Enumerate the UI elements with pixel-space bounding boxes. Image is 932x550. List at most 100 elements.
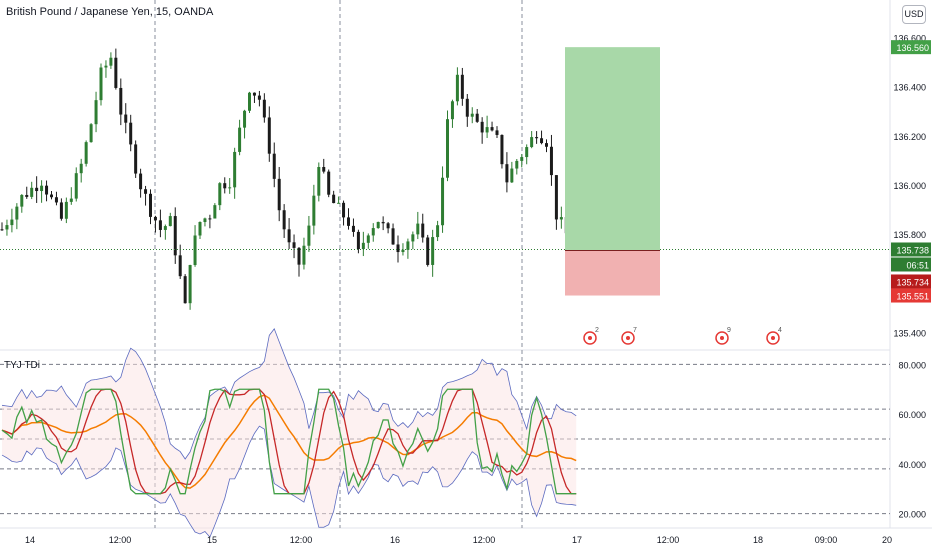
event-count: 7 [633,327,637,334]
day-separators [154,0,523,528]
countdown-label: 06:51 [906,260,929,270]
candle-body [317,167,321,196]
candle-body [559,217,563,220]
event-marker[interactable]: 9 [715,327,731,345]
candle-body [535,137,539,139]
candle-body [79,163,83,174]
candle-body [297,247,301,265]
candle-body [554,175,558,220]
candle-body [119,87,123,115]
profit-zone [565,47,660,251]
event-flag-dot [720,336,724,340]
candle-body [485,127,489,133]
price-tick-label: 136.200 [893,132,926,142]
candle-body [530,137,534,148]
candle-body [272,153,276,179]
candle-body [84,142,88,164]
candle-body [0,229,4,231]
candle-body [342,202,346,218]
time-tick-label: 12:00 [290,535,313,545]
candle-body [134,144,138,174]
candle-body [30,187,34,197]
candle-body [40,185,44,192]
candle-body [356,231,360,250]
band-fill [2,328,577,538]
candle-body [45,185,49,195]
candle-body [549,146,553,176]
candle-body [64,201,68,219]
candle-body [381,221,385,224]
candle-body [124,114,128,123]
indicator-bands [1,328,577,538]
candle-body [292,242,296,248]
candle-body [540,138,544,144]
countdown-bg [891,257,931,272]
candle-body [223,183,227,189]
candle-body [401,249,405,253]
event-count: 9 [727,327,731,334]
candle-body [262,99,266,118]
candle-body [426,237,430,265]
candle-body [153,216,157,221]
upper-band-line [1,328,577,460]
candle-body [366,235,370,243]
indicator-tick-label: 80.000 [898,360,926,370]
event-marker[interactable]: 4 [766,327,782,345]
candle-body [470,113,474,117]
candle-body [238,127,242,152]
time-tick-label: 14 [25,535,35,545]
price-tick-label: 136.400 [893,83,926,93]
candle-body [337,202,341,204]
price-axis-labels: 136.560 135.738 06:51 135.734 135.551 [891,40,931,303]
candle-body [545,143,548,147]
candle-body [267,117,271,154]
candle-body [243,110,247,128]
candle-body [322,167,326,172]
candle-body [490,127,494,131]
take-profit-label: 136.560 [896,43,929,53]
candle-body [277,178,281,211]
candle-body [59,202,63,219]
candle-body [89,124,93,143]
entry-price-label: 135.734 [896,277,929,287]
candle-body [94,100,98,125]
event-marker[interactable]: 7 [621,327,637,345]
time-tick-label: 15 [207,535,217,545]
candle-body [406,241,410,250]
candle-body [188,265,192,304]
loss-zone [565,250,660,296]
event-marker[interactable]: 2 [583,327,599,345]
candle-body [193,235,197,266]
time-tick-label: 12:00 [657,535,680,545]
candle-body [139,173,143,190]
candle-body [129,122,133,145]
candle-body [376,221,380,229]
indicator-title[interactable]: TYJ TDi [4,360,40,371]
price-axis-ticks: 136.600 136.400 136.200 136.000 135.800 135.4… [893,33,926,338]
candle-body [411,234,415,242]
price-tick-label: 135.800 [893,230,926,240]
candle-body [233,151,237,188]
candle-body [69,198,73,202]
candle-body [74,173,78,199]
time-tick-label: 16 [390,535,400,545]
candle-body [144,189,148,194]
price-tick-label: 136.000 [893,181,926,191]
candle-body [149,193,152,217]
price-pane[interactable]: 2 7 9 4 [0,47,890,345]
position-tool[interactable] [0,47,890,296]
candle-body [183,276,187,304]
event-markers[interactable]: 2 7 9 4 [583,327,782,345]
candle-body [302,245,306,265]
time-tick-label: 17 [572,535,582,545]
candle-body [416,223,420,235]
candle-body [351,225,355,232]
time-tick-label: 12:00 [109,535,132,545]
indicator-pane[interactable] [0,328,890,538]
candle-body [158,220,162,230]
event-flag-dot [588,336,592,340]
indicator-tick-label: 60.000 [898,410,926,420]
price-tick-label: 136.600 [893,33,926,43]
currency-button[interactable]: USD [902,5,926,24]
